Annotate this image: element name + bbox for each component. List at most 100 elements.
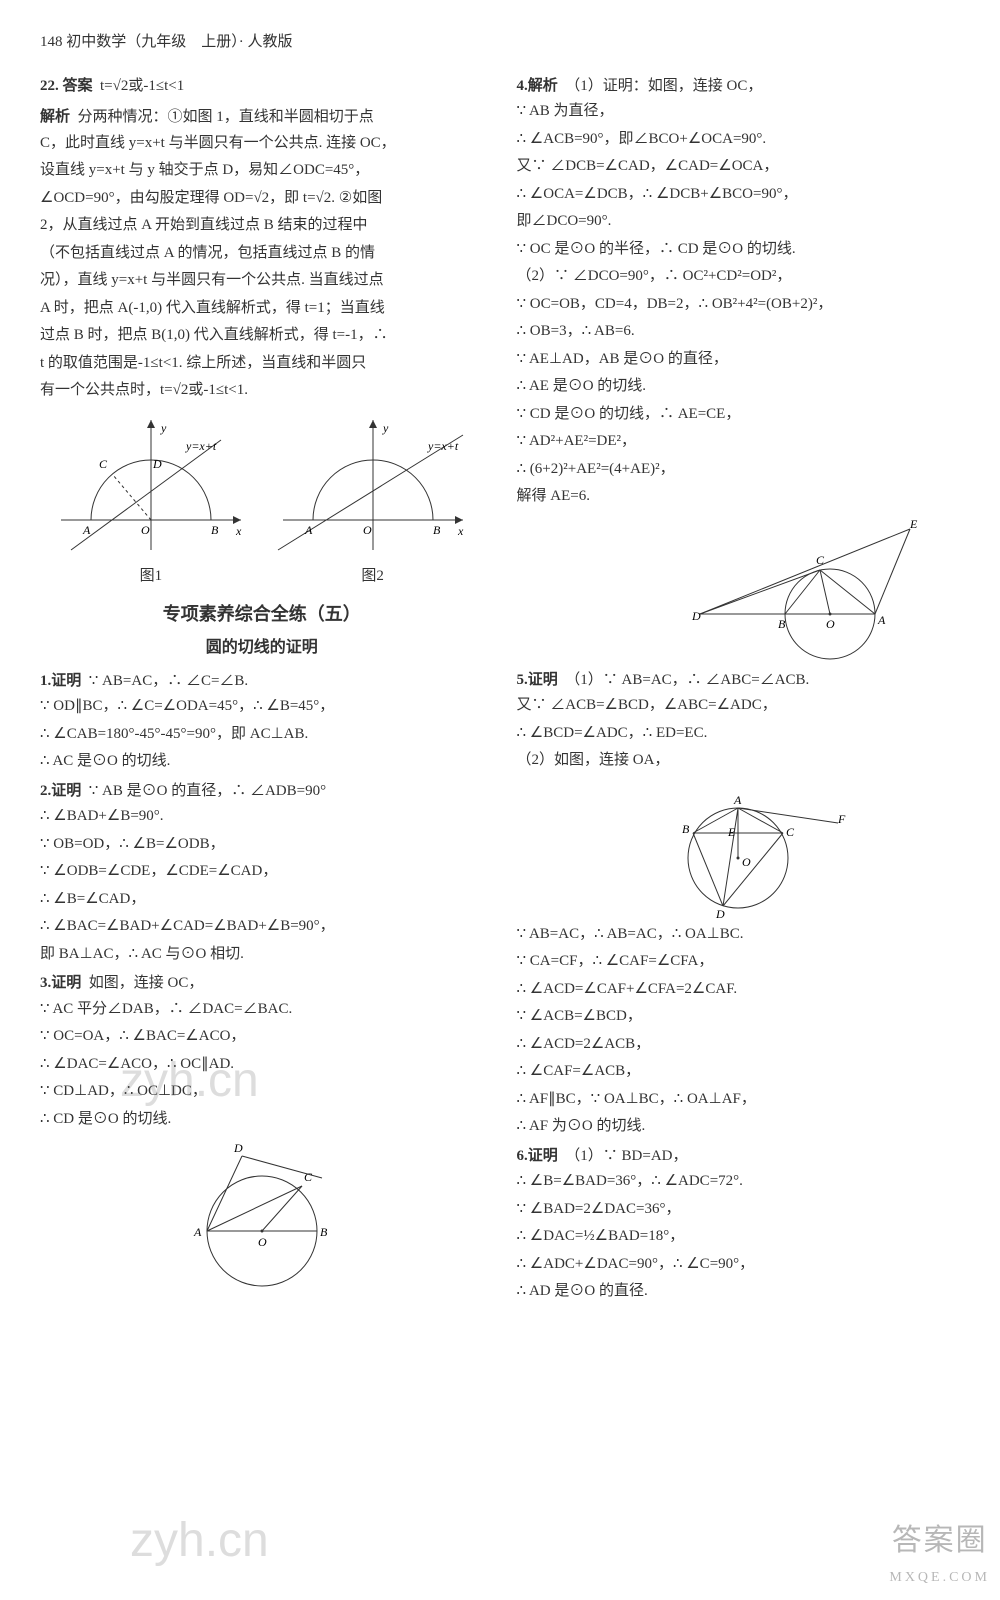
p4-l1: ∴ ∠ACB=90°，即∠BCO+∠OCA=90°. [517, 127, 961, 153]
p1-l3: ∴ AC 是⊙O 的切线. [40, 749, 484, 775]
svg-text:C: C [786, 825, 795, 839]
p3-lead: 如图，连接 OC， [89, 975, 204, 991]
svg-text:D: D [233, 1141, 243, 1155]
svg-text:B: B [778, 617, 786, 631]
p4-l5: ∵ OC 是⊙O 的半径，∴ CD 是⊙O 的切线. [517, 237, 961, 263]
svg-text:D: D [152, 457, 162, 471]
p4-l9: ∵ AE⊥AD，AB 是⊙O 的直径， [517, 347, 961, 373]
section-title: 专项素养综合全练（五） [40, 599, 484, 630]
page: 148 初中数学（九年级 上册）· 人教版 22. 答案 t=√2或-1≤t<1… [0, 0, 1000, 1600]
q22-p8: 过点 B 时，把点 B(1,0) 代入直线解析式，得 t=-1，∴ [40, 323, 484, 349]
p5-m1: ∵ CA=CF，∴ ∠CAF=∠CFA， [517, 949, 961, 975]
right-column: 4.解析 （1）证明：如图，连接 OC， ∵ AB 为直径， ∴ ∠ACB=90… [517, 74, 961, 1309]
p6-num: 6.证明 [517, 1148, 558, 1164]
svg-text:A: A [733, 793, 742, 807]
q22-ans: t=√2或-1≤t<1 [100, 78, 184, 94]
p6-l1: ∵ ∠BAD=2∠DAC=36°， [517, 1197, 961, 1223]
svg-text:E: E [727, 825, 736, 839]
p5-l2: （2）如图，连接 OA， [517, 748, 961, 774]
svg-text:y: y [382, 421, 389, 435]
proof5-fig: A B C D E F O [517, 778, 961, 918]
p2-l0: ∵ AB 是⊙O 的直径，∴ ∠ADB=90° [89, 783, 326, 799]
p4-num: 4.解析 [517, 78, 558, 94]
q22-parse: 解析 分两种情况：①如图 1，直线和半圆相切于点 C，此时直线 y=x+t 与半… [40, 105, 484, 404]
p4-l12: ∵ AD²+AE²=DE²， [517, 429, 961, 455]
p1-l2: ∴ ∠CAB=180°-45°-45°=90°，即 AC⊥AB. [40, 722, 484, 748]
p2-l1: ∴ ∠BAD+∠B=90°. [40, 804, 484, 830]
p5-m5: ∴ ∠CAF=∠ACB， [517, 1059, 961, 1085]
proof6: 6.证明 （1）∵ BD=AD， ∴ ∠B=∠BAD=36°，∴ ∠ADC=72… [517, 1144, 961, 1305]
fig2: y x y=x+t A O B [273, 410, 473, 560]
svg-text:E: E [909, 517, 918, 531]
svg-text:y=x+t: y=x+t [427, 439, 459, 453]
p5-m7: ∴ AF 为⊙O 的切线. [517, 1114, 961, 1140]
svg-text:A: A [193, 1225, 202, 1239]
badge-title: 答案圈 [889, 1515, 990, 1566]
q22-figlabels: 图1 图2 [40, 564, 484, 590]
svg-text:y: y [160, 421, 167, 435]
q22-p6: 况），直线 y=x+t 与半圆只有一个公共点. 当直线过点 [40, 268, 484, 294]
p6-l3: ∴ ∠ADC+∠DAC=90°，∴ ∠C=90°， [517, 1252, 961, 1278]
p5-m0: ∵ AB=AC，∴ AB=AC，∴ OA⊥BC. [517, 922, 961, 948]
p1-l1: ∵ OD∥BC，∴ ∠C=∠ODA=45°，∴ ∠B=45°， [40, 694, 484, 720]
left-column: 22. 答案 t=√2或-1≤t<1 解析 分两种情况：①如图 1，直线和半圆相… [40, 74, 484, 1309]
p1-l0: ∵ AB=AC，∴ ∠C=∠B. [89, 673, 248, 689]
svg-text:D: D [691, 609, 701, 623]
p4-l3: ∴ ∠OCA=∠DCB，∴ ∠DCB+∠BCO=90°， [517, 182, 961, 208]
fig2-label: 图2 [361, 564, 384, 590]
p3-l4: ∴ CD 是⊙O 的切线. [40, 1107, 484, 1133]
p4-l0: ∵ AB 为直径， [517, 99, 961, 125]
p2-l6: 即 BA⊥AC，∴ AC 与⊙O 相切. [40, 942, 484, 968]
p1-num: 1.证明 [40, 673, 81, 689]
svg-text:A: A [82, 523, 91, 537]
p6-l0: ∴ ∠B=∠BAD=36°，∴ ∠ADC=72°. [517, 1169, 961, 1195]
proof5-cont: ∵ AB=AC，∴ AB=AC，∴ OA⊥BC. ∵ CA=CF，∴ ∠CAF=… [517, 922, 961, 1140]
p4-l13: ∴ (6+2)²+AE²=(4+AE)²， [517, 457, 961, 483]
p5-m6: ∴ AF∥BC，∵ OA⊥BC，∴ OA⊥AF， [517, 1087, 961, 1113]
proof3-fig: D C A B O [40, 1136, 484, 1296]
fig1-label: 图1 [140, 564, 163, 590]
q22-p7: A 时，把点 A(-1,0) 代入直线解析式，得 t=1；当直线 [40, 296, 484, 322]
svg-text:A: A [877, 613, 886, 627]
fig4: D B O A C E [670, 514, 930, 664]
p5-l1: ∴ ∠BCD=∠ADC，∴ ED=EC. [517, 721, 961, 747]
svg-text:F: F [837, 812, 846, 826]
p6-l2: ∴ ∠DAC=½∠BAD=18°， [517, 1224, 961, 1250]
svg-text:y=x+t: y=x+t [185, 439, 217, 453]
badge: 答案圈 MXQE.COM [889, 1515, 990, 1590]
p2-l4: ∴ ∠B=∠CAD， [40, 887, 484, 913]
p3-num: 3.证明 [40, 975, 81, 991]
q22-ans-label: 答案 [63, 78, 93, 94]
svg-text:B: B [211, 523, 219, 537]
p4-l14: 解得 AE=6. [517, 484, 961, 510]
fig3: D C A B O [162, 1136, 362, 1296]
fig1: y x y=x+t C D A O B [51, 410, 251, 560]
p5-m4: ∴ ∠ACD=2∠ACB， [517, 1032, 961, 1058]
p2-l5: ∴ ∠BAC=∠BAD+∠CAD=∠BAD+∠B=90°， [40, 914, 484, 940]
proof4-fig: D B O A C E [517, 514, 961, 664]
page-header: 148 初中数学（九年级 上册）· 人教版 [40, 30, 960, 56]
svg-text:C: C [816, 553, 825, 567]
svg-text:O: O [742, 855, 751, 869]
svg-text:B: B [433, 523, 441, 537]
p5-num: 5.证明 [517, 672, 558, 688]
watermark-2: zyh.cn [130, 1500, 269, 1582]
q22-p10: 有一个公共点时，t=√2或-1≤t<1. [40, 378, 484, 404]
svg-text:C: C [304, 1170, 313, 1184]
svg-text:D: D [715, 907, 725, 918]
p2-l2: ∵ OB=OD，∴ ∠B=∠ODB， [40, 832, 484, 858]
svg-text:O: O [258, 1235, 267, 1249]
badge-sub: MXQE.COM [889, 1566, 990, 1590]
p6-l4: ∴ AD 是⊙O 的直径. [517, 1279, 961, 1305]
q22-p1: C，此时直线 y=x+t 与半圆只有一个公共点. 连接 OC， [40, 131, 484, 157]
svg-text:C: C [99, 457, 108, 471]
p4-l11: ∵ CD 是⊙O 的切线，∴ AE=CE， [517, 402, 961, 428]
proof1: 1.证明 ∵ AB=AC，∴ ∠C=∠B. ∵ OD∥BC，∴ ∠C=∠ODA=… [40, 669, 484, 775]
proof3: 3.证明 如图，连接 OC， ∵ AC 平分∠DAB，∴ ∠DAC=∠BAC. … [40, 971, 484, 1132]
p3-l1: ∵ OC=OA，∴ ∠BAC=∠ACO， [40, 1024, 484, 1050]
q22-p9: t 的取值范围是-1≤t<1. 综上所述，当直线和半圆只 [40, 351, 484, 377]
proof5: 5.证明 （1）∵ AB=AC，∴ ∠ABC=∠ACB. 又∵ ∠ACB=∠BC… [517, 668, 961, 774]
svg-text:B: B [320, 1225, 328, 1239]
svg-text:x: x [457, 524, 464, 538]
p4-l2: 又∵ ∠DCB=∠CAD，∠CAD=∠OCA， [517, 154, 961, 180]
